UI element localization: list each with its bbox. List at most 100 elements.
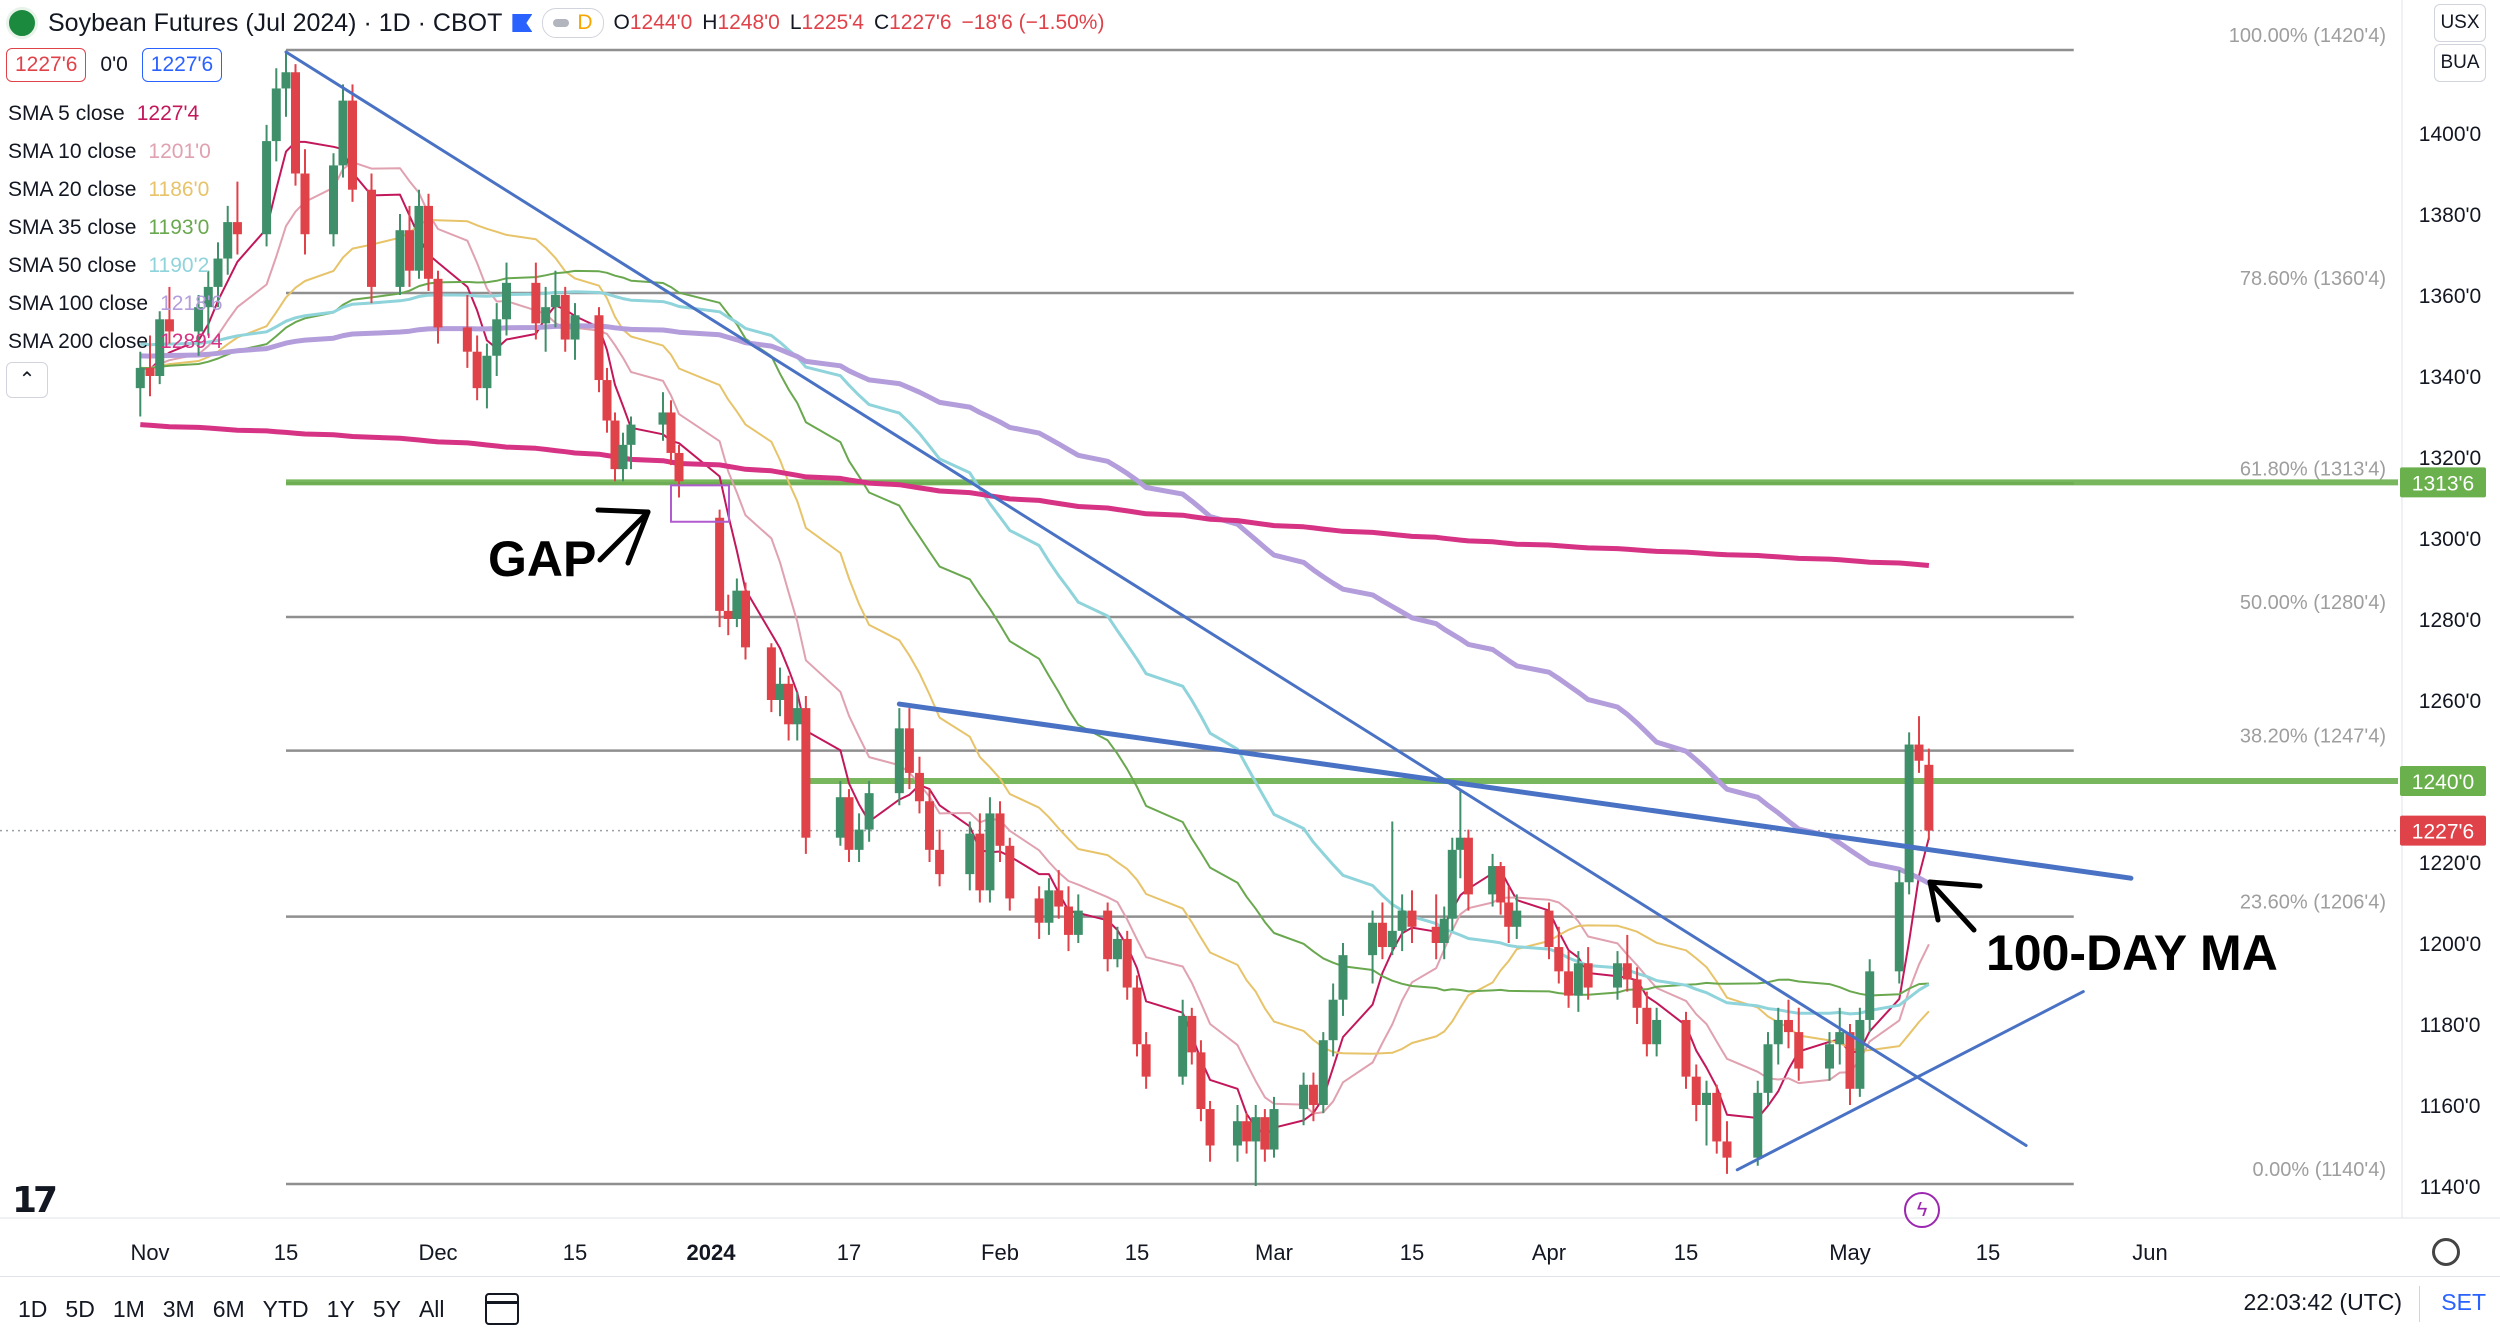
candle-body xyxy=(855,830,864,850)
legend-item-sma[interactable]: SMA 10 close 1201'0 xyxy=(8,133,223,171)
timeframe-1m-button[interactable]: 1M xyxy=(113,1296,145,1323)
candle-body xyxy=(1753,1093,1762,1158)
candle-body xyxy=(1103,911,1112,960)
legend-item-sma[interactable]: SMA 50 close1190'2 xyxy=(8,247,223,285)
ask-price[interactable]: 1227'6 xyxy=(142,48,222,82)
sma-10-line xyxy=(140,162,1929,1113)
interval-pill[interactable]: D xyxy=(542,8,603,38)
candle-body xyxy=(915,773,924,801)
lightning-icon[interactable]: ϟ xyxy=(1904,1192,1940,1228)
candle-body xyxy=(1924,765,1933,831)
legend-value: 1289'4 xyxy=(160,330,222,353)
legend-item-sma[interactable]: SMA 20 close1186'0 xyxy=(8,171,223,209)
candle-body xyxy=(551,295,560,307)
flag-icon[interactable] xyxy=(512,14,532,32)
legend-value: 1201'0 xyxy=(148,140,210,163)
tradingview-logo-icon[interactable]: 17 xyxy=(12,1180,54,1221)
time-tick-label: May xyxy=(1829,1240,1871,1265)
candle-body xyxy=(1613,963,1622,987)
candle-body xyxy=(405,230,414,271)
unit-select[interactable]: BUA xyxy=(2434,44,2486,82)
candle-body xyxy=(1133,988,1142,1045)
candle-body xyxy=(985,813,994,890)
timeframe-1d-button[interactable]: 1D xyxy=(18,1296,47,1323)
timeframe-all-button[interactable]: All xyxy=(419,1296,445,1323)
candle-body xyxy=(1035,898,1044,922)
legend-value: 1193'0 xyxy=(148,216,209,239)
candle-body xyxy=(1774,1020,1783,1044)
legend-item-sma[interactable]: SMA 100 close1218'6 xyxy=(8,285,223,323)
candle-body xyxy=(675,453,684,481)
ohlc-high: H1248'0 xyxy=(702,11,780,35)
candle-body xyxy=(1064,907,1073,935)
set-button[interactable]: SET xyxy=(2441,1289,2486,1316)
candle-body xyxy=(996,813,1005,845)
candle-body xyxy=(1113,939,1122,959)
candle-body xyxy=(571,315,580,339)
candle-body xyxy=(1206,1109,1215,1145)
legend-item-sma[interactable]: SMA 200 close 1289'4 xyxy=(8,323,223,361)
trendline xyxy=(899,704,2131,878)
fib-label: 38.20% (1247'4) xyxy=(2240,726,2386,748)
candle-body xyxy=(1488,866,1497,894)
candle-body xyxy=(1504,903,1513,927)
ohlc-change: −18'6 (−1.50%) xyxy=(962,11,1105,35)
candle-body xyxy=(1440,919,1449,943)
legend-item-sma[interactable]: SMA 5 close1227'4 xyxy=(8,95,223,133)
time-tick-label: 15 xyxy=(1674,1240,1698,1265)
timeframe-6m-button[interactable]: 6M xyxy=(213,1296,245,1323)
candle-body xyxy=(1123,939,1132,988)
price-chart[interactable]: 100.00% (1420'4)78.60% (1360'4)61.80% (1… xyxy=(0,0,2500,1276)
price-tick-label: 1140'0 xyxy=(2420,1176,2481,1199)
candle-body xyxy=(1564,971,1573,995)
legend-name: SMA 200 close xyxy=(8,330,148,353)
legend-item-sma[interactable]: SMA 35 close 1193'0 xyxy=(8,209,223,247)
currency-select[interactable]: USX xyxy=(2434,4,2486,42)
candle-body xyxy=(1251,1117,1260,1141)
candle-body xyxy=(1299,1085,1308,1109)
legend-name: SMA 20 close xyxy=(8,178,136,201)
candle-body xyxy=(1339,955,1348,1000)
candle-body xyxy=(1702,1093,1711,1105)
ohlc-open: O1244'0 xyxy=(614,11,693,35)
candle-body xyxy=(482,356,491,388)
candle-body xyxy=(767,647,776,700)
candle-body xyxy=(627,425,636,445)
legend-name: SMA 10 close xyxy=(8,140,136,163)
candle-body xyxy=(975,834,984,891)
symbol-title[interactable]: Soybean Futures (Jul 2024) · 1D · CBOT xyxy=(48,9,502,38)
ma-annotation: 100-DAY MA xyxy=(1986,925,2278,981)
candle-body xyxy=(1652,1020,1661,1044)
candle-body xyxy=(434,279,443,328)
settings-gear-icon[interactable] xyxy=(2432,1238,2460,1266)
collapse-legend-button[interactable]: ⌃ xyxy=(6,362,48,398)
candle-body xyxy=(223,222,232,258)
timeframe-5y-button[interactable]: 5Y xyxy=(373,1296,401,1323)
candle-body xyxy=(329,165,338,234)
price-tick-label: 1220'0 xyxy=(2419,852,2481,875)
candle-body xyxy=(741,591,750,648)
timeframe-buttons: 1D 5D 1M 3M 6M YTD 1Y 5Y All xyxy=(0,1296,445,1323)
timeframe-3m-button[interactable]: 3M xyxy=(163,1296,195,1323)
legend-name: SMA 35 close xyxy=(8,216,136,239)
price-tick-label: 1380'0 xyxy=(2419,204,2481,227)
gap-annotation: GAP xyxy=(488,531,596,587)
candle-body xyxy=(1388,931,1397,947)
candle-body xyxy=(1456,838,1465,850)
legend-name: SMA 5 close xyxy=(8,102,125,125)
timeframe-1y-button[interactable]: 1Y xyxy=(327,1296,355,1323)
chart-header: Soybean Futures (Jul 2024) · 1D · CBOT D… xyxy=(0,0,1104,46)
time-tick-label: 17 xyxy=(837,1240,861,1265)
timeframe-5d-button[interactable]: 5D xyxy=(65,1296,94,1323)
timeframe-ytd-button[interactable]: YTD xyxy=(263,1296,309,1323)
candle-body xyxy=(1368,923,1377,955)
price-tick-label: 1180'0 xyxy=(2420,1014,2481,1037)
candle-body xyxy=(1905,745,1914,883)
price-tick-label: 1360'0 xyxy=(2419,285,2481,308)
bid-price[interactable]: 1227'6 xyxy=(6,48,86,82)
candle-body xyxy=(1723,1141,1732,1157)
candle-body xyxy=(1329,1000,1338,1040)
utc-clock[interactable]: 22:03:42 (UTC) xyxy=(2243,1289,2402,1316)
calendar-icon[interactable] xyxy=(485,1293,519,1325)
indicator-legend: SMA 5 close1227'4 SMA 10 close 1201'0 SMA 2… xyxy=(8,95,223,361)
